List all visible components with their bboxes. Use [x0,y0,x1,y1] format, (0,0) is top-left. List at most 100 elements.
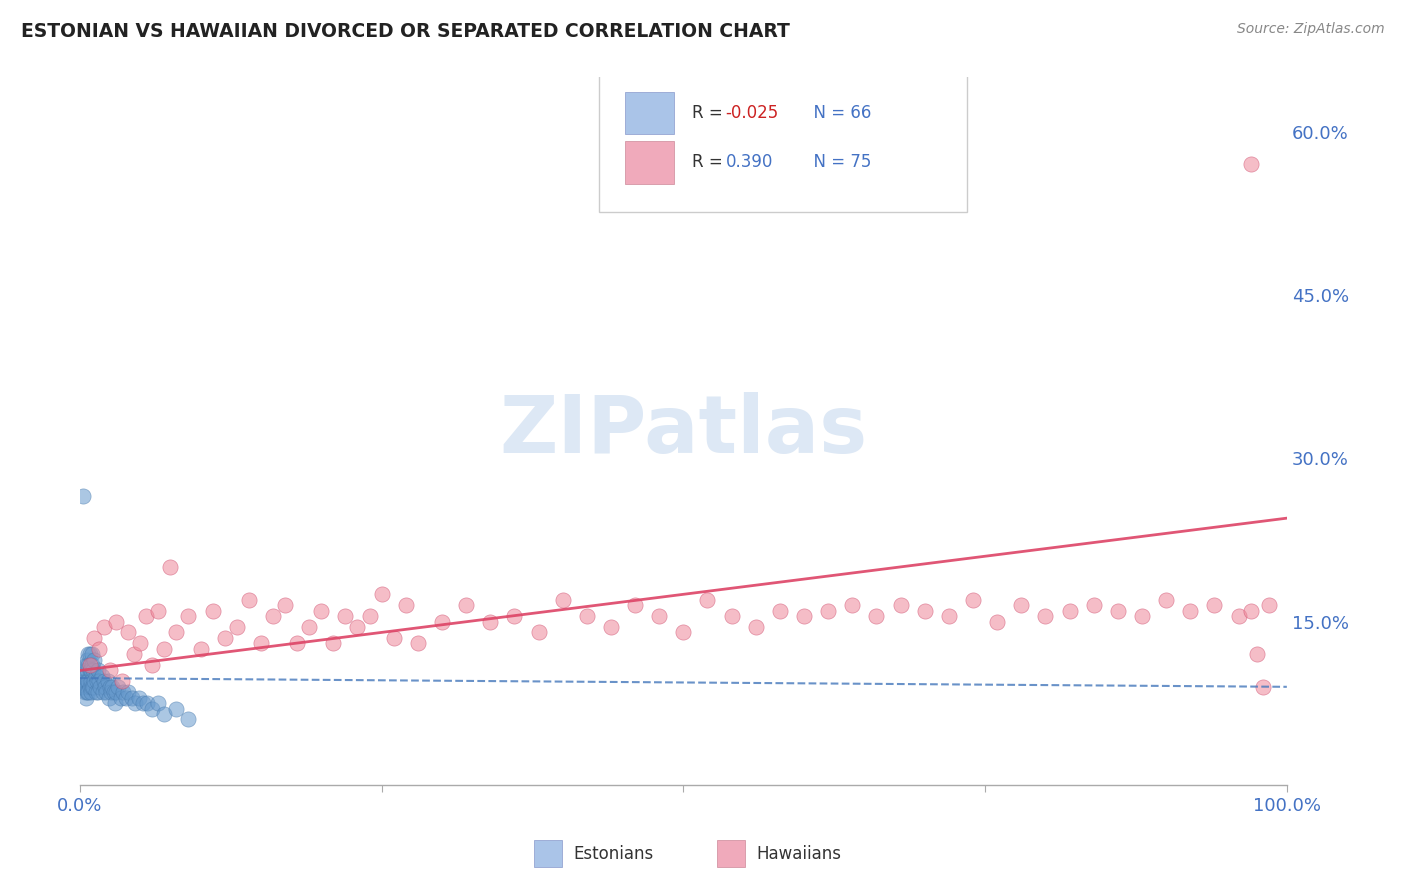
Point [83,652,105,666]
Point [87,685,110,699]
FancyBboxPatch shape [626,92,673,134]
Point [83,674,105,689]
Point [165,701,187,715]
Point [80,685,103,699]
Point [83,631,105,645]
Point [76,664,98,678]
Point [479,615,502,629]
Point [817,604,839,618]
Point [1204,598,1226,612]
Point [141,658,163,673]
Point [72,489,94,503]
Point [80,658,103,673]
Point [177,713,200,727]
Point [190,641,212,656]
Point [117,625,139,640]
Point [80,647,103,661]
Point [1239,604,1261,618]
Point [121,690,143,705]
Point [100,685,122,699]
Point [395,598,418,612]
Text: 0.390: 0.390 [725,153,773,171]
Point [1083,598,1105,612]
Point [1251,680,1274,694]
Point [177,609,200,624]
Point [97,690,120,705]
Text: Source: ZipAtlas.com: Source: ZipAtlas.com [1237,22,1385,37]
Point [79,658,101,673]
Point [122,647,145,661]
Point [80,680,103,694]
Text: Hawaiians: Hawaiians [756,845,841,863]
Point [148,696,170,710]
Point [89,641,111,656]
Text: -0.025: -0.025 [725,103,779,122]
Point [97,674,120,689]
Point [93,674,115,689]
Point [238,592,260,607]
Point [117,685,139,699]
Point [110,690,132,705]
FancyBboxPatch shape [599,74,967,211]
Point [1180,604,1202,618]
Point [551,592,574,607]
Point [359,609,381,624]
Point [89,674,111,689]
Point [98,664,121,678]
Point [962,592,984,607]
Point [309,604,332,618]
Point [75,680,97,694]
Point [575,609,598,624]
Point [94,680,117,694]
Point [1227,609,1250,624]
Point [720,609,742,624]
Point [769,604,792,618]
Text: Estonians: Estonians [574,845,654,863]
Point [745,620,768,634]
Point [76,652,98,666]
Point [104,696,127,710]
Point [84,685,107,699]
Point [153,641,176,656]
Point [73,674,96,689]
Point [841,598,863,612]
Text: N = 75: N = 75 [803,153,872,171]
Point [322,636,344,650]
Point [285,636,308,650]
Point [1239,157,1261,171]
Point [75,658,97,673]
Point [72,674,94,689]
Point [75,669,97,683]
Point [370,587,392,601]
Point [107,680,129,694]
Point [105,685,128,699]
Point [250,636,273,650]
Point [159,560,181,574]
Point [79,680,101,694]
Point [1130,609,1153,624]
Point [75,690,97,705]
Point [793,609,815,624]
Point [111,674,134,689]
Point [456,598,478,612]
Text: N = 66: N = 66 [803,103,872,122]
Point [90,669,112,683]
Point [148,604,170,618]
Point [96,685,118,699]
Point [141,701,163,715]
Text: R =: R = [692,103,728,122]
Point [201,604,224,618]
Point [73,685,96,699]
Point [73,664,96,678]
Point [124,696,146,710]
Text: ESTONIAN VS HAWAIIAN DIVORCED OR SEPARATED CORRELATION CHART: ESTONIAN VS HAWAIIAN DIVORCED OR SEPARAT… [21,22,790,41]
Point [648,609,671,624]
Point [77,685,100,699]
Point [890,598,912,612]
Point [346,620,368,634]
Point [1059,604,1081,618]
Point [76,674,98,689]
Point [76,685,98,699]
Point [82,664,104,678]
Point [93,620,115,634]
